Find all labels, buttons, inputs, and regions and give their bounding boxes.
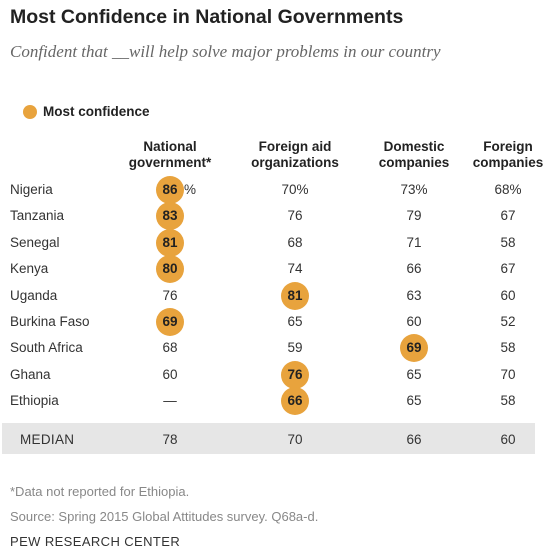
country-label: Senegal: [10, 234, 60, 250]
column-header-line: government*: [128, 155, 212, 170]
source-note: Source: Spring 2015 Global Attitudes sur…: [10, 509, 319, 524]
data-cell: 74: [287, 261, 303, 277]
data-cell: 71: [406, 234, 422, 250]
median-value: 60: [500, 432, 516, 447]
data-cell: 73%: [400, 182, 428, 197]
highlight-value: 86: [155, 176, 184, 204]
column-header-line: Domestic: [383, 139, 445, 154]
brand-label: PEW RESEARCH CENTER: [10, 534, 181, 549]
table-row: Senegal 81 68 71 58: [0, 228, 560, 257]
data-cell: 52: [500, 314, 516, 329]
data-cell: 58: [500, 393, 516, 409]
table-row: Uganda 76 81 63 60: [0, 281, 560, 310]
column-header-line: National: [143, 139, 197, 154]
data-cell: —: [163, 393, 177, 409]
data-cell: 68: [287, 234, 303, 250]
table-row: Ghana 60 76 65 70: [0, 360, 560, 389]
table-row: Tanzania 83 76 79 67: [0, 202, 560, 231]
table-row: Nigeria 86% 70% 73% 68%: [0, 176, 560, 204]
data-cell: 69: [379, 334, 449, 363]
median-value: 70: [287, 432, 303, 447]
data-cell: 65: [406, 366, 422, 382]
data-cell: 68: [162, 340, 178, 356]
data-cell: 81: [260, 281, 330, 310]
data-cell: 81: [135, 228, 205, 257]
data-cell: 79: [406, 208, 422, 224]
data-cell: 63: [406, 287, 422, 303]
country-label: Nigeria: [10, 182, 53, 197]
data-cell: 66: [260, 387, 330, 416]
median-value: 66: [406, 432, 422, 447]
data-cell: 69: [135, 308, 205, 336]
column-header: National government*: [110, 139, 230, 171]
data-cell: 76: [162, 287, 178, 303]
data-cell: 70: [500, 366, 516, 382]
highlight-value: 83: [156, 202, 184, 231]
country-label: Tanzania: [10, 208, 65, 224]
data-cell: 68%: [494, 182, 522, 197]
data-cell: 66: [406, 261, 422, 277]
highlight-value: 69: [156, 308, 184, 336]
data-cell: 76: [287, 208, 303, 224]
data-cell: 60: [162, 366, 178, 382]
data-cell: 65: [406, 393, 422, 409]
legend: Most confidence: [23, 104, 150, 119]
column-header-line: companies: [378, 155, 450, 170]
country-label: Kenya: [10, 261, 49, 277]
data-cell: 58: [500, 234, 516, 250]
country-label: Ethiopia: [10, 393, 59, 409]
data-cell: 86%: [141, 176, 211, 204]
data-cell: 58: [500, 340, 516, 356]
data-cell: 80: [135, 255, 205, 284]
column-header: Foreign companies: [448, 139, 560, 171]
column-header-line: Foreign aid: [258, 139, 332, 154]
highlight-value: 81: [281, 281, 309, 310]
highlight-value: 76: [281, 360, 309, 389]
column-header-line: Foreign: [483, 139, 533, 154]
chart-title: Most Confidence in National Governments: [10, 6, 404, 28]
country-label: Uganda: [10, 287, 58, 303]
table-row: Ethiopia — 66 65 58: [0, 387, 560, 416]
table-row: Kenya 80 74 66 67: [0, 255, 560, 284]
country-label: Ghana: [10, 366, 51, 382]
column-header: Foreign aid organizations: [235, 139, 355, 171]
highlight-dot-icon: [23, 104, 37, 119]
highlight-value: 69: [400, 334, 428, 363]
data-cell: 67: [500, 261, 516, 277]
data-cell: 60: [500, 287, 516, 303]
table-row: South Africa 68 59 69 58: [0, 334, 560, 363]
data-cell: 59: [287, 340, 303, 356]
data-cell: 70%: [281, 182, 309, 197]
column-header-line: organizations: [251, 155, 339, 170]
data-cell: 83: [135, 202, 205, 231]
data-cell: 65: [287, 314, 303, 329]
country-label: South Africa: [10, 340, 83, 356]
highlight-value: 66: [281, 387, 309, 416]
footnote: *Data not reported for Ethiopia.: [10, 484, 190, 499]
median-value: 78: [162, 432, 178, 447]
legend-label: Most confidence: [43, 104, 150, 119]
data-cell: 67: [500, 208, 516, 224]
column-header-line: companies: [472, 155, 544, 170]
percent-suffix: %: [183, 182, 196, 197]
table-row: Burkina Faso 69 65 60 52: [0, 308, 560, 336]
data-cell: 60: [406, 314, 422, 329]
median-row-background: [2, 423, 535, 454]
highlight-value: 81: [156, 228, 184, 257]
highlight-value: 80: [156, 255, 184, 284]
chart-subtitle: Confident that __will help solve major p…: [10, 42, 441, 61]
country-label: Burkina Faso: [10, 314, 90, 329]
column-header: Domestic companies: [354, 139, 474, 171]
median-label: MEDIAN: [20, 432, 75, 447]
data-cell: 76: [260, 360, 330, 389]
